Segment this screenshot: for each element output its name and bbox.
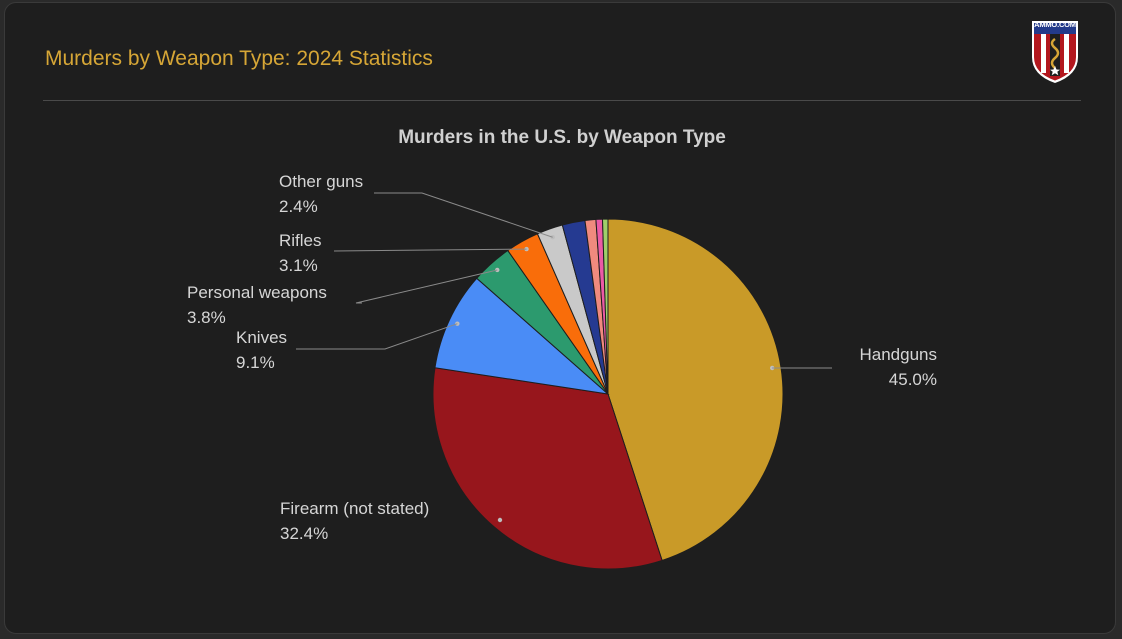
ammo-logo[interactable]: AMMO.COM (1029, 17, 1081, 85)
leader-line (333, 248, 527, 252)
chart-title: Murders in the U.S. by Weapon Type (398, 127, 726, 148)
slice-name-label: Handguns (859, 345, 937, 364)
leader-line (355, 269, 498, 304)
slice-name-label: Other guns (279, 172, 363, 191)
slice-value-label: 3.8% (187, 308, 226, 327)
leader-dot (770, 365, 775, 371)
page-title: Murders by Weapon Type: 2024 Statistics (45, 47, 433, 70)
slice-name-label: Knives (236, 328, 287, 347)
slice-value-label: 3.1% (279, 256, 318, 275)
header-divider (43, 100, 1081, 101)
slice-value-label: 32.4% (280, 524, 328, 543)
slice-name-label: Rifles (279, 231, 322, 250)
leader-line (296, 323, 458, 350)
pie-slice[interactable] (434, 277, 610, 395)
slice-value-label: 9.1% (236, 353, 275, 372)
pie-slice[interactable] (607, 218, 784, 562)
pie-slice[interactable] (601, 218, 609, 395)
shield-icon (1032, 21, 1078, 83)
slice-value-label: 45.0% (889, 370, 937, 389)
leader-dot (495, 267, 500, 273)
logo-text: AMMO.COM (1034, 20, 1076, 29)
slice-name-label: Personal weapons (187, 283, 327, 302)
leader-lines (296, 192, 833, 523)
slice-name-label: Firearm (not stated) (280, 499, 429, 518)
pie-slice[interactable] (432, 367, 663, 570)
leader-line (374, 192, 553, 238)
leader-dot (497, 517, 503, 523)
slice-labels: Handguns 45.0% Firearm (not stated) 32.4% Kn… (187, 172, 937, 543)
pie-slices (432, 218, 784, 570)
slice-value-label: 2.4% (279, 197, 318, 216)
